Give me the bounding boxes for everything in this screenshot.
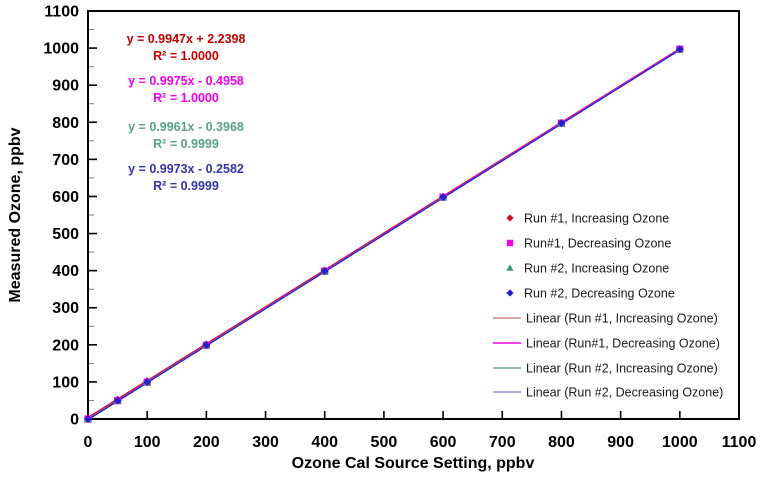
diamond-marker-icon — [202, 341, 211, 350]
legend-item-label: Run #1, Increasing Ozone — [524, 212, 669, 226]
x-tick-label: 400 — [311, 434, 338, 451]
x-tick-label: 700 — [489, 434, 516, 451]
diamond-marker-icon — [506, 289, 514, 297]
y-tick-label: 0 — [70, 412, 79, 429]
fit-equation-label: y = 0.9961x - 0.3968 — [128, 120, 244, 134]
y-tick-label: 900 — [52, 78, 79, 95]
fit-r-squared-label: R² = 1.0000 — [153, 91, 219, 105]
y-tick-label: 200 — [52, 337, 79, 354]
x-axis-ticks: 0 100 200 300 400 500 600 700 800 900 1000 1100 — [84, 411, 757, 451]
legend-item-label: Run#1, Decreasing Ozone — [524, 237, 671, 251]
y-tick-label: 700 — [52, 152, 79, 169]
y-tick-label: 400 — [52, 263, 79, 280]
triangle-marker-icon — [506, 264, 514, 271]
legend-linear-label: Linear (Run #1, Increasing Ozone) — [526, 312, 718, 326]
fit-r-squared-label: R² = 0.9999 — [153, 137, 219, 151]
x-tick-label: 200 — [193, 434, 220, 451]
diamond-marker-icon — [675, 45, 684, 54]
x-tick-label: 900 — [607, 434, 634, 451]
fit-equation-label: y = 0.9947x + 2.2398 — [127, 32, 246, 46]
diamond-marker-icon — [84, 415, 92, 423]
x-tick-label: 100 — [134, 434, 161, 451]
y-tick-label: 500 — [52, 226, 79, 243]
legend-linear-label: Linear (Run#1, Decreasing Ozone) — [526, 337, 720, 351]
fit-line — [87, 49, 681, 421]
y-axis-title: Measured Ozone, ppbv — [7, 127, 24, 303]
diamond-marker-icon — [113, 396, 122, 405]
x-tick-label: 500 — [371, 434, 398, 451]
legend-linear-label: Linear (Run #2, Increasing Ozone) — [526, 362, 718, 376]
y-tick-label: 1000 — [43, 41, 79, 58]
y-tick-label: 800 — [52, 115, 79, 132]
diamond-marker-icon — [439, 193, 448, 202]
y-tick-label: 1100 — [44, 4, 79, 21]
y-axis-ticks: 0 100 200 300 400 500 600 700 800 900 1000 1100 — [43, 4, 97, 429]
y-tick-label: 300 — [52, 300, 79, 317]
x-tick-label: 600 — [430, 434, 457, 451]
x-tick-label: 800 — [548, 434, 575, 451]
legend: Run #1, Increasing Ozone Run#1, Decreasin… — [493, 212, 723, 400]
x-tick-label: 0 — [84, 434, 93, 451]
y-tick-label: 600 — [52, 189, 79, 206]
diamond-marker-icon — [143, 378, 152, 387]
fit-lines — [87, 47, 681, 421]
legend-item-label: Run #2, Increasing Ozone — [524, 262, 669, 276]
square-marker-icon — [506, 239, 514, 247]
legend-item-label: Run #2, Decreasing Ozone — [524, 287, 675, 301]
y-tick-label: 100 — [52, 374, 79, 391]
x-tick-label: 1000 — [662, 434, 698, 451]
x-axis-title: Ozone Cal Source Setting, ppbv — [291, 455, 535, 472]
diamond-marker-icon — [557, 119, 566, 128]
fit-r-squared-label: R² = 0.9999 — [153, 179, 219, 193]
fit-r-squared-label: R² = 1.0000 — [153, 49, 219, 63]
equation-annotations: y = 0.9947x + 2.2398 R² = 1.0000 y = 0.997… — [127, 32, 246, 193]
x-tick-label: 300 — [252, 434, 279, 451]
fit-equation-label: y = 0.9973x - 0.2582 — [128, 162, 244, 176]
diamond-marker-icon — [320, 267, 329, 276]
x-tick-label: 1100 — [722, 434, 757, 451]
fit-equation-label: y = 0.9975x - 0.4958 — [128, 74, 244, 88]
data-points — [84, 45, 684, 423]
diamond-marker-icon — [506, 214, 514, 222]
legend-linear-label: Linear (Run #2, Decreasing Ozone) — [526, 386, 723, 400]
